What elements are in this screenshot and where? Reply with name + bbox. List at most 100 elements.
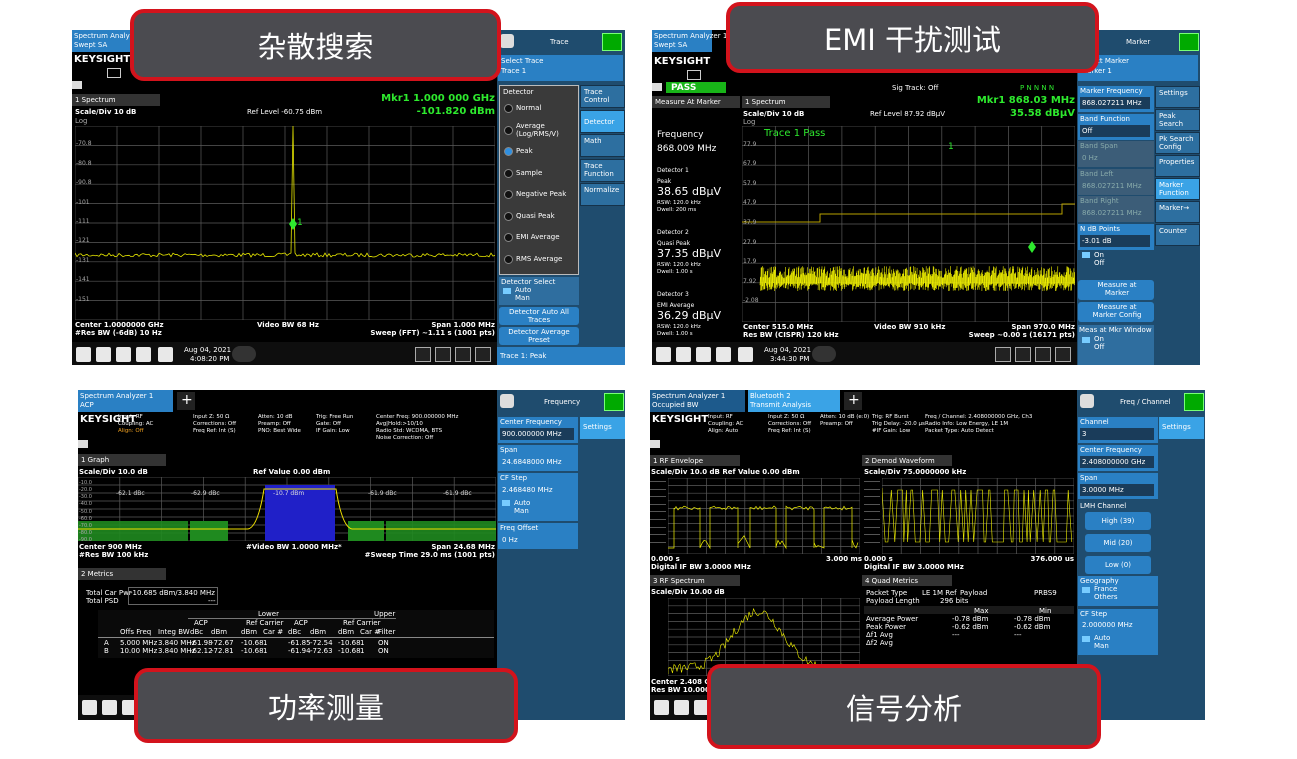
y-label: -131 (76, 256, 90, 264)
help-icon[interactable] (1184, 393, 1204, 411)
menu-tab[interactable]: Normalize (580, 183, 625, 206)
label: Sig Track: Off (892, 84, 939, 92)
button[interactable]: Low (0) (1085, 556, 1151, 574)
taskbar-icon[interactable] (76, 347, 91, 362)
label: 0.000 s (864, 555, 893, 563)
taskbar-icon[interactable] (136, 347, 151, 362)
taskbar-icon[interactable] (102, 700, 117, 715)
menu-item[interactable]: CF Step 2.468480 MHz Auto Man (498, 473, 578, 521)
help-icon[interactable] (1179, 33, 1199, 51)
menu-item[interactable]: Geography France Others (1078, 576, 1158, 606)
select-trace[interactable]: Select Trace Trace 1 (498, 55, 623, 81)
tool-icon[interactable] (475, 347, 491, 362)
menu-tab[interactable]: Trace Function (580, 158, 625, 182)
taskbar-icon[interactable] (716, 347, 731, 362)
info-text: Radio Std: WCDMA, BTS (376, 428, 443, 434)
button[interactable]: Detector Average Preset (499, 327, 579, 345)
y-label: -10.0 (79, 480, 92, 487)
gear-icon[interactable] (500, 34, 514, 48)
menu-item[interactable]: Center Frequency 900.000000 MHz (498, 417, 578, 443)
taskbar-icon[interactable] (694, 700, 709, 715)
tool-icon[interactable] (435, 347, 451, 362)
menu-tab[interactable]: Math (580, 134, 625, 157)
button[interactable]: Measure at Marker (1078, 280, 1154, 300)
menu-item[interactable]: Marker Frequency 868.027211 MHz (1078, 86, 1154, 112)
taskbar-icon[interactable] (656, 347, 671, 362)
button[interactable]: Mid (20) (1085, 534, 1151, 552)
value-field (500, 428, 574, 440)
cell: -72.54 (310, 639, 333, 647)
menu-tab[interactable]: Counter (1155, 224, 1200, 246)
menu-item[interactable]: Band Span 0 Hz (1078, 141, 1154, 167)
menu-item[interactable]: Channel 3 (1078, 417, 1158, 443)
info-text: Freq / Channel: 2.408000000 GHz, Ch3 (925, 414, 1033, 420)
menu-tab[interactable]: Trace Control (580, 85, 625, 108)
detector-option: Normal (516, 104, 542, 112)
menu-tab[interactable]: Pk Search Config (1155, 132, 1200, 154)
gear-icon[interactable] (1080, 394, 1094, 408)
menu-tab[interactable]: Detector (580, 109, 625, 133)
add-tab[interactable]: + (177, 392, 195, 410)
tool-icon[interactable] (995, 347, 1011, 362)
menu-item[interactable]: Band Function Off (1078, 113, 1154, 140)
taskbar-icon[interactable] (96, 347, 111, 362)
meas-window[interactable]: Meas at Mkr Window On Off (1078, 325, 1154, 365)
taskbar-icon[interactable] (82, 700, 97, 715)
menu-tab[interactable]: Marker→ (1155, 201, 1200, 223)
cell: -61.85 (288, 639, 311, 647)
add-tab[interactable]: + (844, 392, 862, 410)
label: Pk Search Config (1159, 135, 1194, 152)
tool-icon[interactable] (1055, 347, 1071, 362)
label: Off (1094, 343, 1105, 351)
tool-icon[interactable] (455, 347, 471, 362)
app-tab[interactable]: Spectrum Analyzer 1 ACP (78, 390, 173, 412)
menu-item[interactable]: Center Frequency 2.408000000 GHz (1078, 445, 1158, 471)
app-tab[interactable]: Spectrum Analyzer 1 Swept SA (72, 30, 147, 52)
taskbar-icon[interactable] (158, 347, 173, 362)
menu-item[interactable]: Band Right 868.027211 MHz (1078, 196, 1154, 222)
button[interactable]: Detector Auto All Traces (499, 307, 579, 325)
adjacent-band (78, 521, 188, 541)
tick (650, 519, 666, 520)
icon (687, 70, 701, 80)
label: Marker→ (1159, 204, 1190, 212)
tool-icon[interactable] (1035, 347, 1051, 362)
window-tab (650, 575, 740, 586)
app-tab[interactable]: Spectrum Analyzer 1 Swept SA (652, 30, 727, 52)
menu-item[interactable]: Span 3.0000 MHz (1078, 473, 1158, 499)
taskbar-icon[interactable] (696, 347, 711, 362)
tool-icon[interactable] (415, 347, 431, 362)
app-tab[interactable]: Bluetooth 2 Transmit Analysis (748, 390, 840, 412)
menu-item[interactable]: N dB Points -3.01 dB (1078, 223, 1154, 250)
taskbar-icon[interactable] (122, 700, 137, 715)
taskbar-icon[interactable] (738, 347, 753, 362)
menu-tab[interactable]: Marker Function (1155, 178, 1200, 200)
help-icon[interactable] (604, 393, 624, 411)
detector-select[interactable]: Detector Select Auto Man (499, 277, 579, 305)
cell: 1 (263, 647, 268, 655)
menu-item[interactable]: Band Left 868.027211 MHz (1078, 168, 1154, 195)
taskbar-icon[interactable] (116, 347, 131, 362)
radio (504, 211, 513, 221)
taskbar-icon[interactable] (676, 347, 691, 362)
menu-tab[interactable]: Settings (1155, 86, 1200, 108)
label: 376.000 us (1030, 555, 1074, 563)
taskbar-icon[interactable] (674, 700, 689, 715)
menu-item[interactable]: Freq Offset 0 Hz (498, 523, 578, 549)
help-icon[interactable] (602, 33, 622, 51)
y-label: 47.9 (743, 199, 757, 207)
menu-item[interactable]: CF Step 2.000000 MHz Auto Man (1078, 609, 1158, 655)
gear-icon[interactable] (500, 394, 514, 408)
menu-tab[interactable]: Properties (1155, 155, 1200, 177)
radio (504, 147, 513, 156)
app-tab[interactable]: Spectrum Analyzer 1 Occupied BW (650, 390, 745, 412)
button[interactable]: Measure at Marker Config (1078, 302, 1154, 322)
taskbar-icon[interactable] (654, 700, 669, 715)
menu-tab[interactable]: Peak Search (1155, 109, 1200, 131)
menu-tab[interactable]: Settings (580, 417, 625, 439)
label: 1 Spectrum (745, 98, 786, 106)
button[interactable]: High (39) (1085, 512, 1151, 530)
tool-icon[interactable] (1015, 347, 1031, 362)
menu-item[interactable]: Span 24.6848000 MHz (498, 445, 578, 471)
menu-tab[interactable]: Settings (1159, 417, 1204, 439)
